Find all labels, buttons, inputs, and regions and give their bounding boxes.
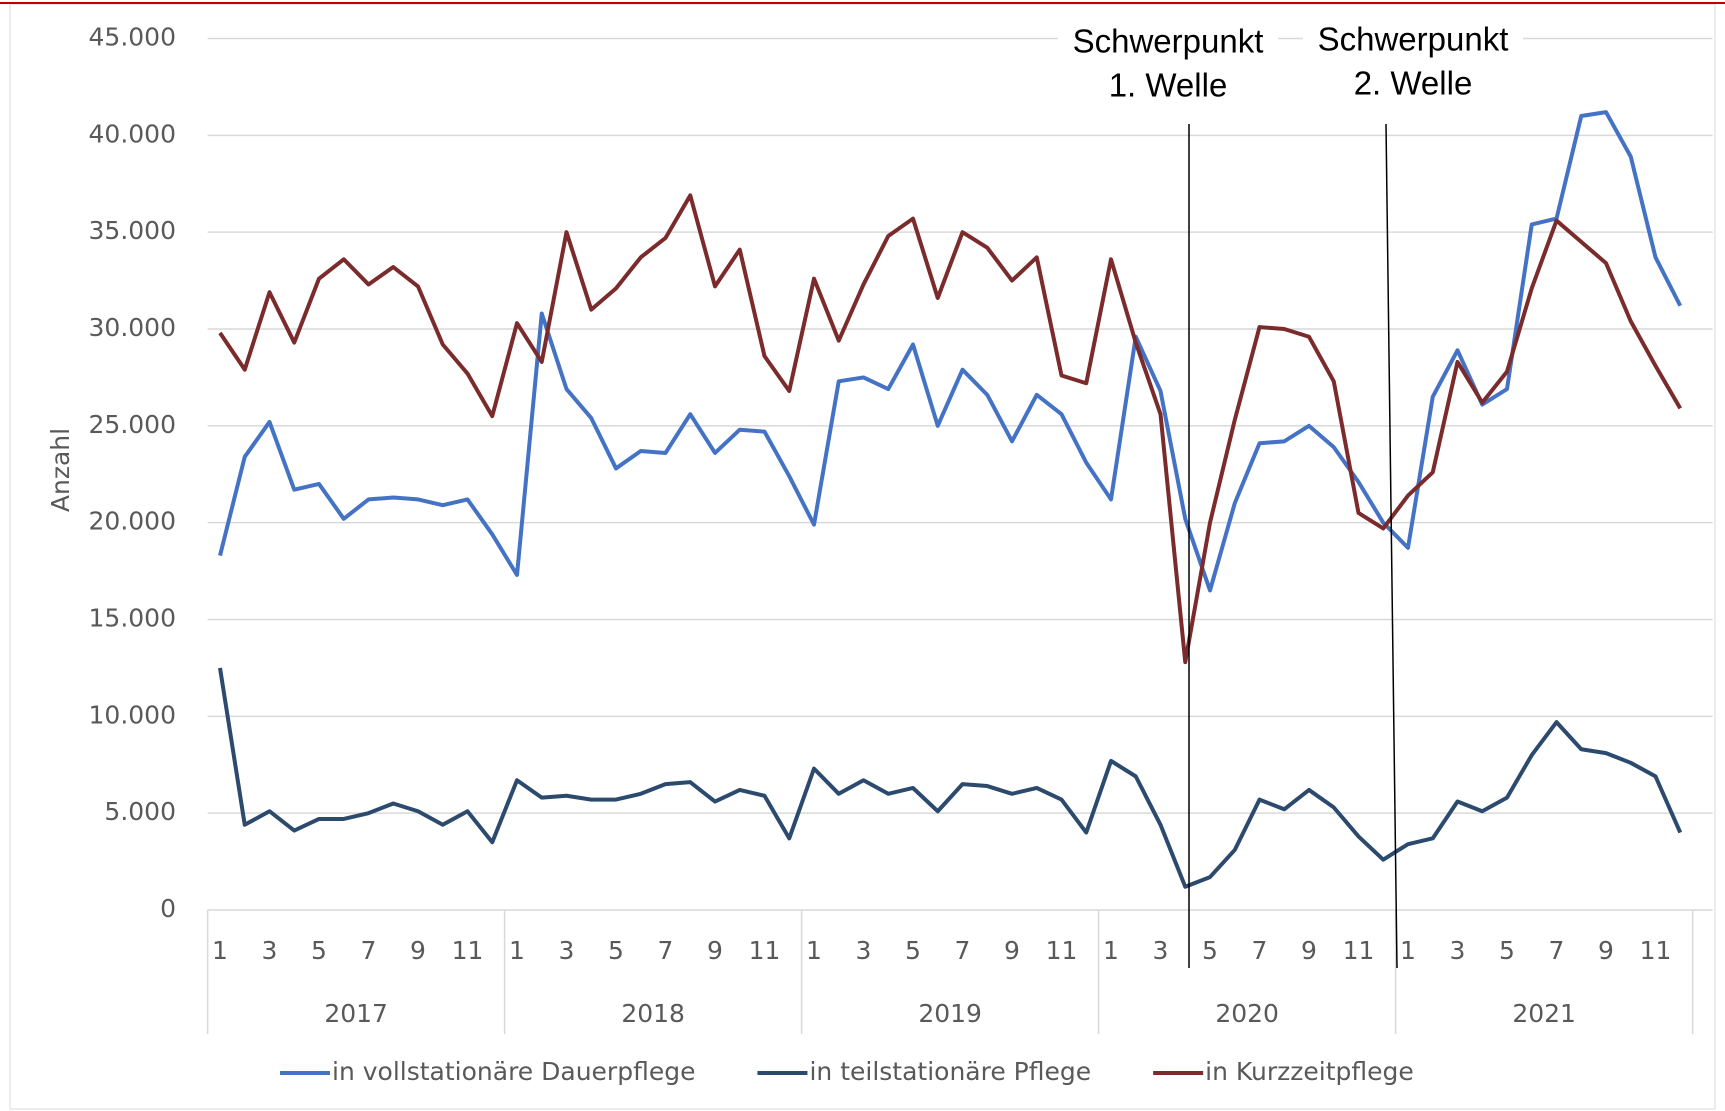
x-tick-label: 3: [559, 936, 575, 965]
y-tick-label: 20.000: [89, 507, 176, 536]
x-tick-label: 9: [1598, 936, 1614, 965]
y-axis-label: Anzahl: [46, 428, 75, 512]
x-tick-label: 3: [1450, 936, 1466, 965]
legend-label: in Kurzzeitpflege: [1205, 1057, 1414, 1086]
x-tick-label: 9: [410, 936, 426, 965]
x-tick-label: 7: [1549, 936, 1565, 965]
annotation-text: 1. Welle: [1109, 67, 1228, 104]
series-line: [218, 193, 1682, 665]
year-label: 2019: [918, 999, 982, 1028]
x-tick-label: 1: [1400, 936, 1416, 965]
y-tick-label: 40.000: [89, 119, 176, 148]
x-tick-label: 11: [1343, 936, 1375, 965]
y-tick-label: 25.000: [89, 410, 176, 439]
year-label: 2017: [324, 999, 388, 1028]
y-tick-label: 45.000: [89, 23, 176, 52]
y-tick-label: 30.000: [89, 313, 176, 342]
year-label: 2020: [1215, 999, 1279, 1028]
x-tick-label: 5: [1499, 936, 1515, 965]
x-tick-label: 11: [1046, 936, 1078, 965]
x-tick-label: 1: [1103, 936, 1119, 965]
year-label: 2021: [1512, 999, 1576, 1028]
x-tick-label: 9: [1301, 936, 1317, 965]
annotation-line: [1385, 123, 1398, 969]
x-tick-label: 5: [905, 936, 921, 965]
x-tick-label: 11: [452, 936, 484, 965]
x-tick-label: 3: [1153, 936, 1169, 965]
x-tick-label: 7: [361, 936, 377, 965]
y-tick-label: 5.000: [104, 797, 176, 826]
y-tick-label: 0: [160, 894, 176, 923]
legend-label: in vollstationäre Dauerpflege: [332, 1057, 695, 1086]
x-tick-label: 3: [856, 936, 872, 965]
x-tick-label: 7: [658, 936, 674, 965]
x-tick-label: 7: [955, 936, 971, 965]
x-tick-label: 1: [509, 936, 525, 965]
legend-label: in teilstationäre Pflege: [809, 1057, 1091, 1086]
x-tick-label: 9: [1004, 936, 1020, 965]
annotation-bg: [1303, 20, 1523, 104]
year-label: 2018: [621, 999, 685, 1028]
x-tick-label: 1: [212, 936, 228, 965]
series-line: [218, 667, 1683, 889]
annotation-text: Schwerpunkt: [1318, 21, 1509, 58]
x-tick-label: 9: [707, 936, 723, 965]
y-tick-label: 35.000: [89, 216, 176, 245]
x-tick-label: 11: [749, 936, 781, 965]
annotation-bg: [1058, 22, 1278, 106]
x-tick-label: 1: [806, 936, 822, 965]
x-tick-label: 7: [1252, 936, 1268, 965]
annotation-text: Schwerpunkt: [1073, 23, 1264, 60]
annotation-text: 2. Welle: [1354, 65, 1473, 102]
x-tick-label: 5: [1202, 936, 1218, 965]
x-tick-label: 3: [262, 936, 278, 965]
y-tick-label: 10.000: [89, 700, 176, 729]
series-line: [218, 110, 1683, 593]
y-tick-label: 15.000: [89, 604, 176, 633]
x-tick-label: 11: [1640, 936, 1672, 965]
x-tick-label: 5: [608, 936, 624, 965]
x-tick-label: 5: [311, 936, 327, 965]
